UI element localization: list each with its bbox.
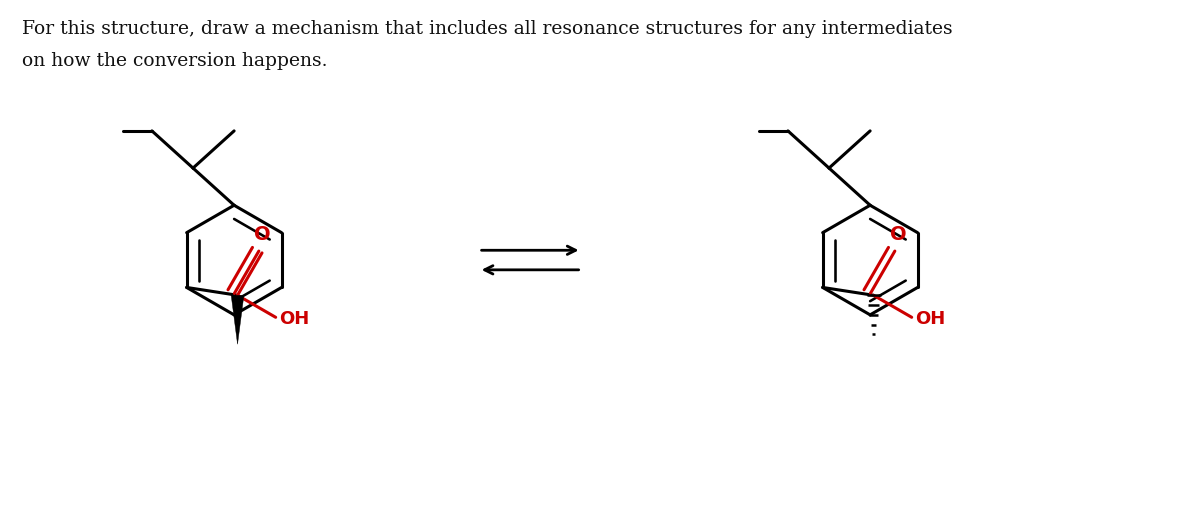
Text: O: O	[253, 225, 270, 244]
Text: OH: OH	[280, 310, 310, 328]
Text: OH: OH	[916, 310, 946, 328]
Text: For this structure, draw a mechanism that includes all resonance structures for : For this structure, draw a mechanism tha…	[22, 20, 953, 38]
Polygon shape	[232, 295, 244, 344]
Text: on how the conversion happens.: on how the conversion happens.	[22, 51, 328, 70]
Text: O: O	[889, 225, 906, 244]
